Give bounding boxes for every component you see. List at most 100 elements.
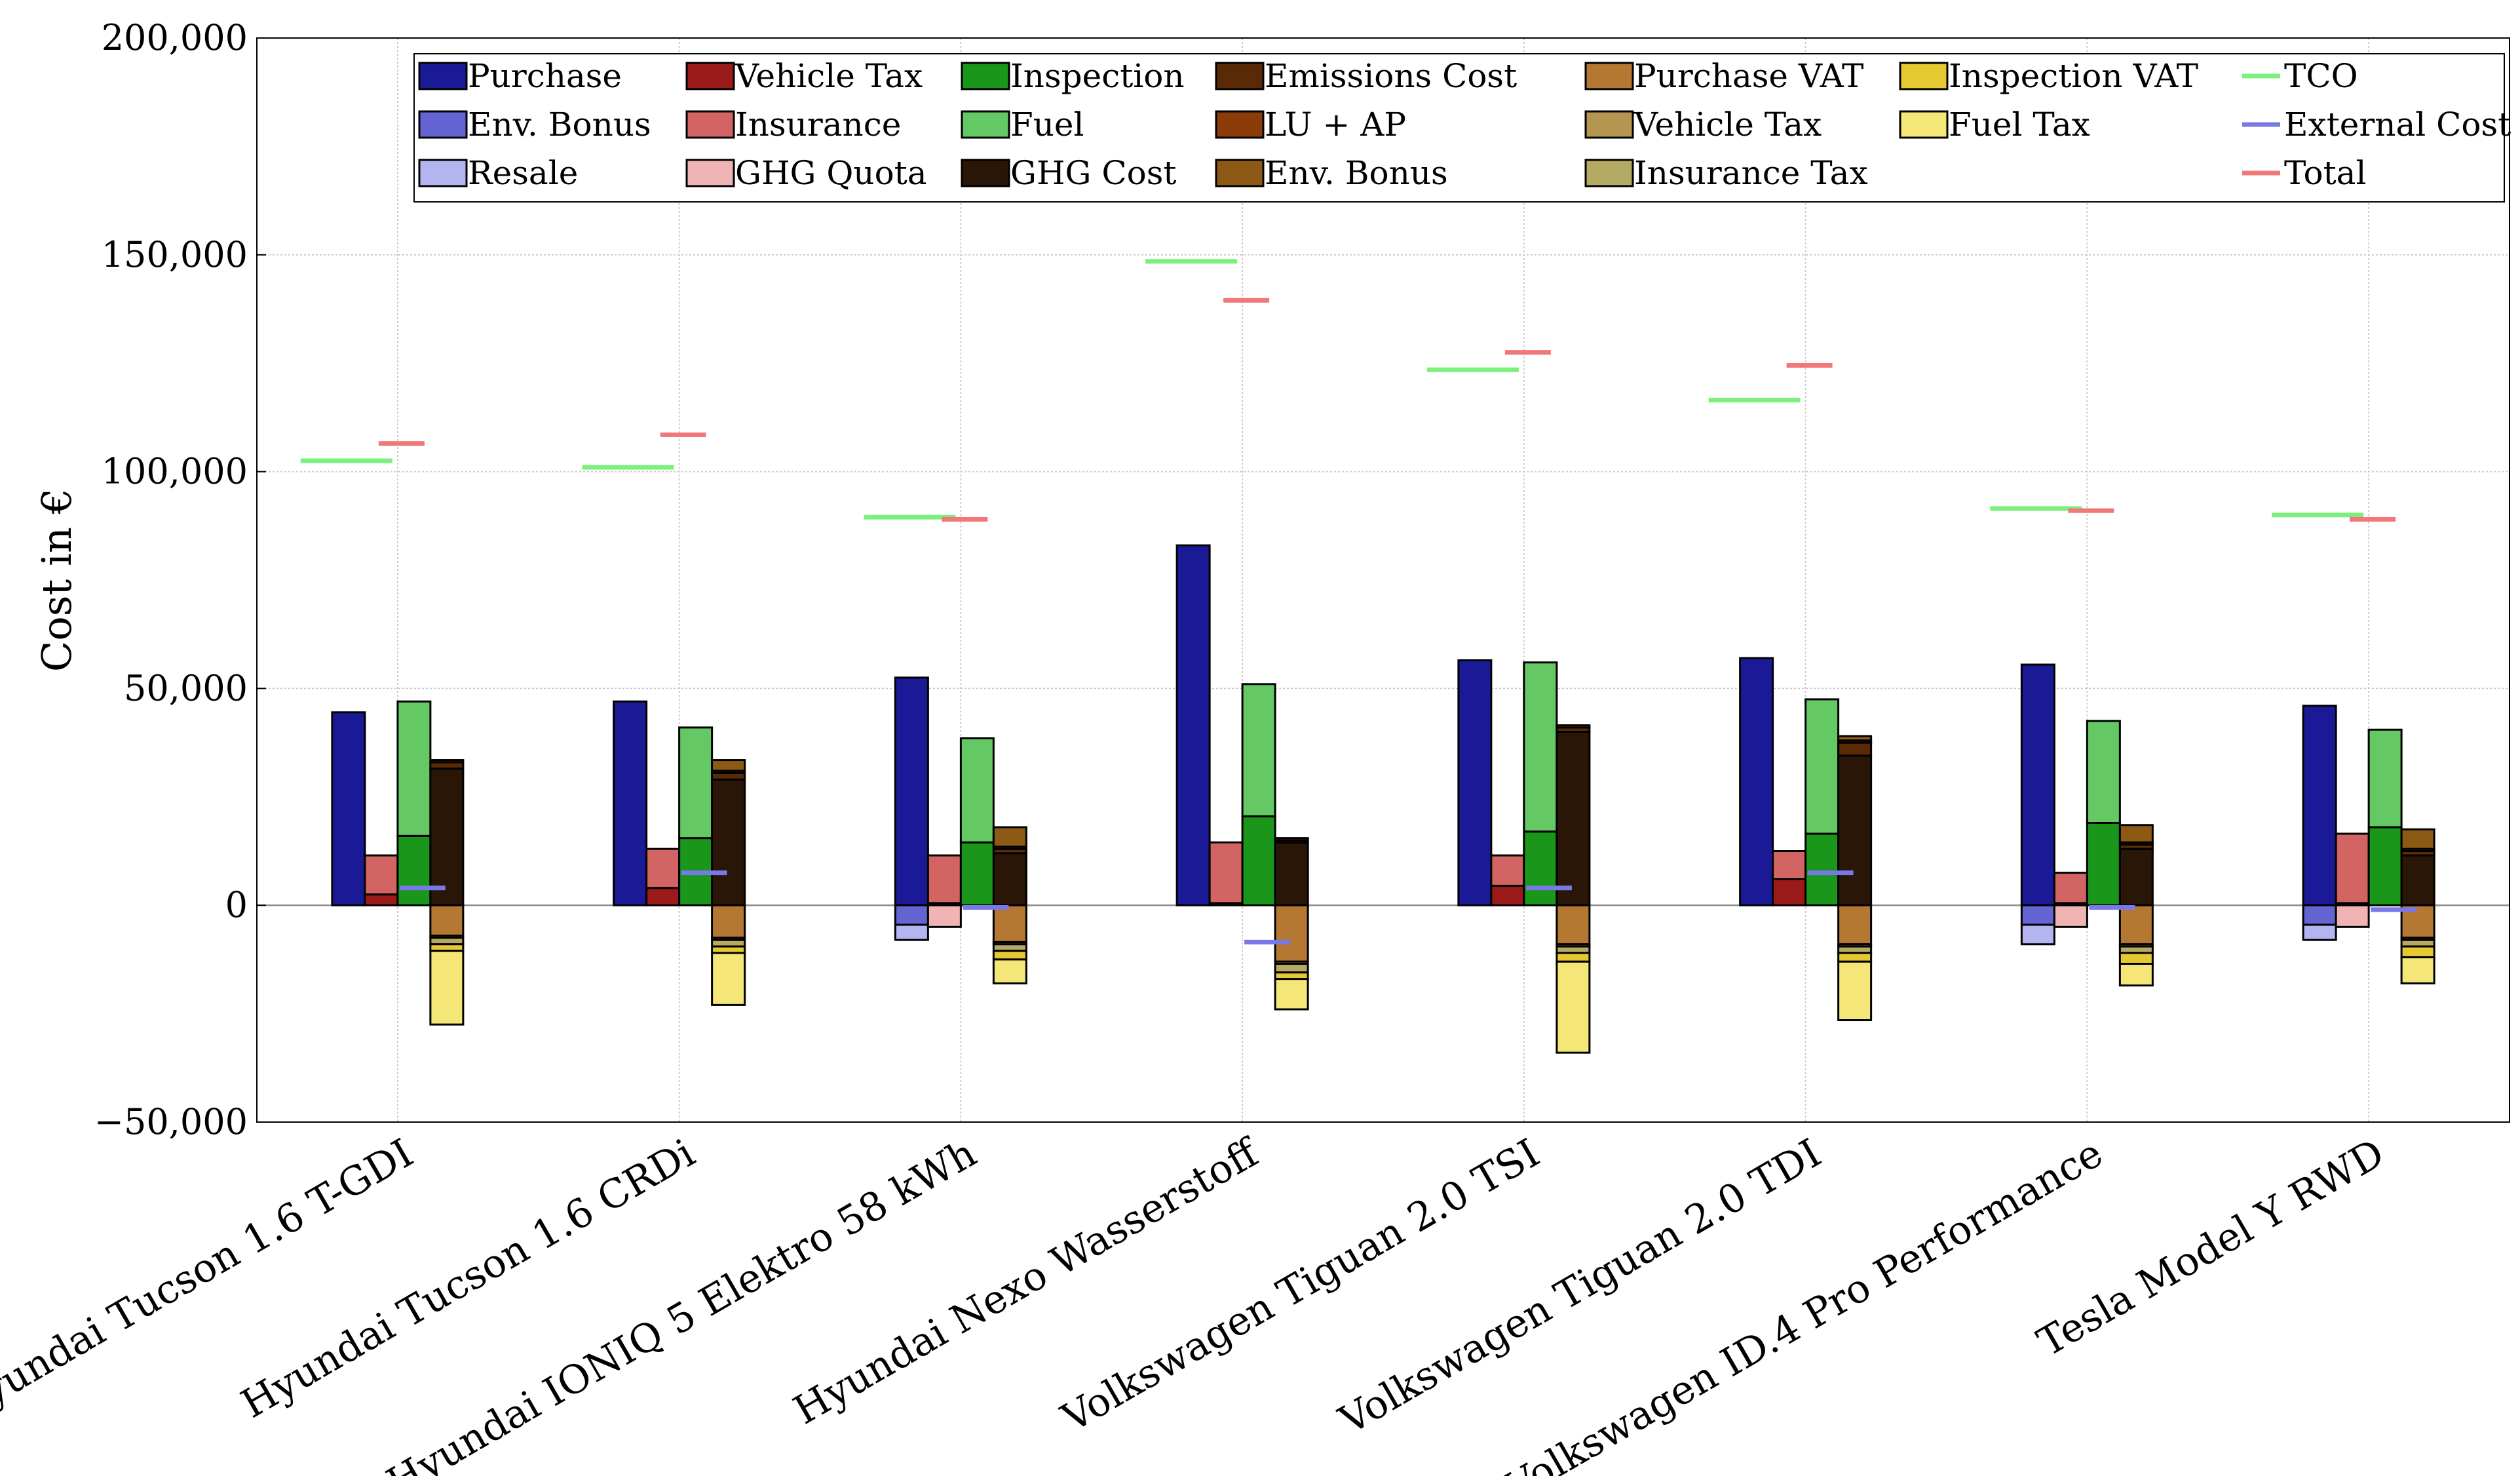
legend-swatch: [1899, 110, 1949, 139]
y-axis-ticks: −50,000 0 50,000 100,000 150,000 200,000: [94, 17, 266, 1142]
legend: Purchase Env. Bonus Resale Vehicle Tax Insur…: [413, 53, 2511, 203]
legend-label: External Cost: [2284, 106, 2511, 144]
legend-label: Resale: [468, 154, 578, 192]
bar-vehicle-tax: [1490, 884, 1525, 906]
bar-inspection-vat: [992, 950, 1027, 961]
bar-fuel-tax: [2400, 956, 2435, 984]
legend-label: Insurance Tax: [1634, 154, 1868, 192]
y-tick-label: 150,000: [102, 234, 248, 275]
legend-label: GHG Cost: [1010, 154, 1177, 192]
bar-purchase: [2020, 663, 2055, 906]
bar-ghg-cost: [2118, 847, 2154, 906]
bar-lu-ap: [429, 759, 465, 764]
legend-label: Total: [2284, 154, 2366, 192]
bar-fuel: [2367, 728, 2403, 828]
bar-ghg-cost: [992, 852, 1027, 906]
legend-box: [413, 53, 2505, 203]
bar-inspection: [1804, 832, 1840, 906]
bar-fuel-tax: [1556, 960, 1591, 1054]
y-tick-label: −50,000: [94, 1101, 248, 1142]
bar-purchase-vat: [1556, 904, 1591, 946]
bar-purchase-vat: [711, 904, 746, 939]
bar-fuel-tax: [1274, 978, 1309, 1011]
bar-vehicle-tax: [645, 887, 681, 906]
bar-ext-env-bonus: [2118, 824, 2154, 844]
legend-swatch: [685, 110, 735, 139]
bar-inspection-vat: [2118, 952, 2154, 965]
legend-swatch: [1215, 62, 1265, 90]
bar-insurance: [2335, 832, 2370, 904]
legend-swatch: [1584, 110, 1634, 139]
bar-insurance-tax: [1274, 963, 1309, 974]
bar-vehicle-tax: [1772, 878, 1807, 906]
bar-purchase: [613, 700, 648, 906]
bar-purchase: [331, 711, 366, 906]
y-tick-label: 0: [225, 884, 248, 925]
legend-label: Inspection VAT: [1949, 57, 2198, 95]
bar-vehicle-tax: [364, 893, 399, 906]
legend-label: Insurance: [735, 106, 901, 144]
y-tick-label: 50,000: [124, 667, 248, 709]
bar-emissions-cost: [1837, 741, 1873, 757]
bar-fuel-tax: [711, 952, 746, 1006]
bar-insurance: [2053, 872, 2088, 904]
markers-layer: [300, 259, 2417, 944]
legend-swatch: [418, 159, 468, 187]
bar-insurance: [1208, 841, 1244, 904]
bar-purchase-vat: [429, 904, 465, 937]
y-tick-label: 100,000: [102, 451, 248, 492]
bar-ghg-cost: [711, 778, 746, 906]
bar-inspection-vat: [1837, 952, 1873, 963]
legend-swatch: [961, 62, 1010, 90]
bar-ext-env-bonus: [2400, 828, 2435, 850]
legend-swatch: [685, 159, 735, 187]
bar-env-bonus: [894, 904, 929, 926]
bar-insurance: [926, 854, 962, 904]
bar-ghg-cost: [1274, 841, 1309, 906]
bar-purchase-vat: [1274, 904, 1309, 963]
bar-ghg-quota: [2335, 904, 2370, 928]
bar-purchase: [1457, 659, 1493, 906]
bar-resale: [2302, 923, 2337, 941]
bar-insurance: [645, 847, 681, 889]
y-axis-title: Cost in €: [33, 488, 81, 672]
bar-inspection-vat: [1556, 952, 1591, 963]
bar-inspection: [1523, 830, 1558, 906]
bar-ghg-cost: [429, 767, 465, 906]
bar-inspection: [396, 834, 432, 906]
bar-resale: [894, 923, 929, 941]
bar-ghg-quota: [2053, 904, 2088, 928]
bar-fuel: [2086, 720, 2121, 824]
legend-label: Env. Bonus: [1265, 154, 1448, 192]
legend-label: Emissions Cost: [1265, 57, 1517, 95]
bar-ghg-quota: [926, 904, 962, 928]
bar-resale: [2020, 923, 2055, 946]
legend-swatch: [961, 159, 1010, 187]
bar-inspection: [2086, 821, 2121, 906]
bar-fuel-tax: [429, 950, 465, 1026]
legend-swatch: [685, 62, 735, 90]
bar-fuel: [1523, 661, 1558, 833]
bar-inspection-vat: [2400, 945, 2435, 959]
legend-swatch: [1584, 159, 1634, 187]
bar-purchase-vat: [992, 904, 1027, 943]
bar-lu-ap: [1274, 837, 1309, 842]
bars-layer: [331, 544, 2435, 1054]
legend-label: Fuel: [1010, 106, 1084, 144]
bar-inspection: [2367, 826, 2403, 906]
legend-label: Fuel Tax: [1949, 106, 2090, 144]
bar-env-bonus: [2020, 904, 2055, 926]
bar-ext-env-bonus: [1837, 735, 1873, 742]
legend-swatch: [961, 110, 1010, 139]
bar-fuel: [1241, 683, 1276, 818]
legend-swatch: [1215, 159, 1265, 187]
bar-purchase-vat: [2118, 904, 2154, 946]
bar-ghg-cost: [1837, 754, 1873, 906]
bar-fuel: [396, 700, 432, 837]
bar-inspection: [1241, 815, 1276, 906]
bar-insurance: [1490, 854, 1525, 887]
bar-purchase: [2302, 705, 2337, 906]
y-tick-label: 200,000: [102, 17, 248, 58]
bar-purchase-vat: [1837, 904, 1873, 946]
